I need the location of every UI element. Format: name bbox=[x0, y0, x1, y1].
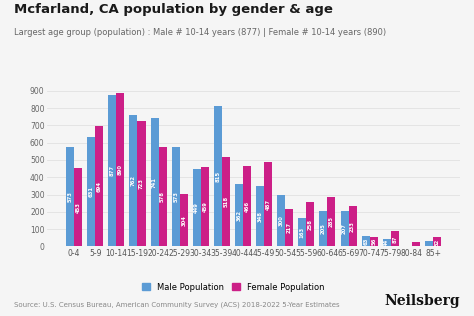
Text: 87: 87 bbox=[392, 235, 397, 243]
Text: 52: 52 bbox=[435, 238, 439, 246]
Text: 44: 44 bbox=[384, 239, 389, 246]
Bar bbox=[264, 162, 272, 246]
Text: 723: 723 bbox=[139, 179, 144, 189]
Bar bbox=[298, 218, 306, 246]
Bar bbox=[243, 166, 251, 246]
Bar bbox=[328, 197, 336, 246]
Text: 449: 449 bbox=[194, 202, 199, 213]
Bar bbox=[159, 147, 167, 246]
Text: 815: 815 bbox=[215, 170, 220, 182]
Bar bbox=[425, 241, 433, 246]
Text: 694: 694 bbox=[97, 181, 102, 192]
Bar bbox=[433, 238, 441, 246]
Text: 233: 233 bbox=[350, 221, 355, 232]
Bar bbox=[151, 118, 159, 246]
Bar bbox=[277, 195, 285, 246]
Bar bbox=[222, 157, 230, 246]
Bar bbox=[348, 206, 356, 246]
Bar bbox=[87, 137, 95, 246]
Text: 163: 163 bbox=[300, 227, 305, 238]
Text: Source: U.S. Census Bureau, American Community Survey (ACS) 2018-2022 5-Year Est: Source: U.S. Census Bureau, American Com… bbox=[14, 301, 340, 308]
Text: Mcfarland, CA population by gender & age: Mcfarland, CA population by gender & age bbox=[14, 3, 333, 16]
Text: 285: 285 bbox=[329, 216, 334, 227]
Bar bbox=[109, 95, 117, 246]
Bar bbox=[129, 115, 137, 246]
Bar bbox=[412, 242, 420, 246]
Bar bbox=[117, 93, 124, 246]
Legend: Male Population, Female Population: Male Population, Female Population bbox=[138, 279, 328, 295]
Bar bbox=[201, 167, 209, 246]
Bar bbox=[74, 168, 82, 246]
Bar bbox=[256, 186, 264, 246]
Bar bbox=[383, 239, 391, 246]
Bar bbox=[285, 209, 293, 246]
Text: 258: 258 bbox=[308, 219, 313, 230]
Bar bbox=[391, 231, 399, 246]
Bar bbox=[370, 237, 378, 246]
Text: 63: 63 bbox=[363, 237, 368, 245]
Text: 300: 300 bbox=[279, 215, 284, 226]
Bar bbox=[137, 121, 146, 246]
Text: 762: 762 bbox=[131, 175, 136, 186]
Text: 207: 207 bbox=[342, 223, 347, 234]
Text: 890: 890 bbox=[118, 164, 123, 175]
Text: 877: 877 bbox=[110, 165, 115, 176]
Text: 573: 573 bbox=[173, 191, 178, 202]
Bar bbox=[193, 169, 201, 246]
Bar bbox=[306, 202, 314, 246]
Text: Largest age group (population) : Male # 10-14 years (877) | Female # 10-14 years: Largest age group (population) : Male # … bbox=[14, 28, 386, 37]
Bar bbox=[319, 211, 328, 246]
Bar bbox=[340, 211, 348, 246]
Text: 741: 741 bbox=[152, 177, 157, 188]
Bar bbox=[66, 147, 74, 246]
Text: Neilsberg: Neilsberg bbox=[384, 294, 460, 308]
Text: 56: 56 bbox=[371, 238, 376, 245]
Text: 631: 631 bbox=[89, 186, 94, 198]
Bar bbox=[214, 106, 222, 246]
Text: 518: 518 bbox=[223, 196, 228, 207]
Bar bbox=[172, 147, 180, 246]
Text: 348: 348 bbox=[258, 211, 263, 222]
Text: 362: 362 bbox=[237, 210, 242, 221]
Bar bbox=[180, 194, 188, 246]
Text: 487: 487 bbox=[265, 199, 271, 210]
Text: 578: 578 bbox=[160, 191, 165, 202]
Text: 205: 205 bbox=[321, 223, 326, 234]
Text: 217: 217 bbox=[287, 222, 292, 233]
Text: 304: 304 bbox=[181, 215, 186, 226]
Bar bbox=[235, 184, 243, 246]
Text: 573: 573 bbox=[68, 191, 73, 202]
Text: 459: 459 bbox=[202, 201, 207, 212]
Text: 466: 466 bbox=[245, 201, 249, 212]
Bar bbox=[95, 126, 103, 246]
Bar bbox=[362, 236, 370, 246]
Text: 453: 453 bbox=[76, 202, 81, 213]
